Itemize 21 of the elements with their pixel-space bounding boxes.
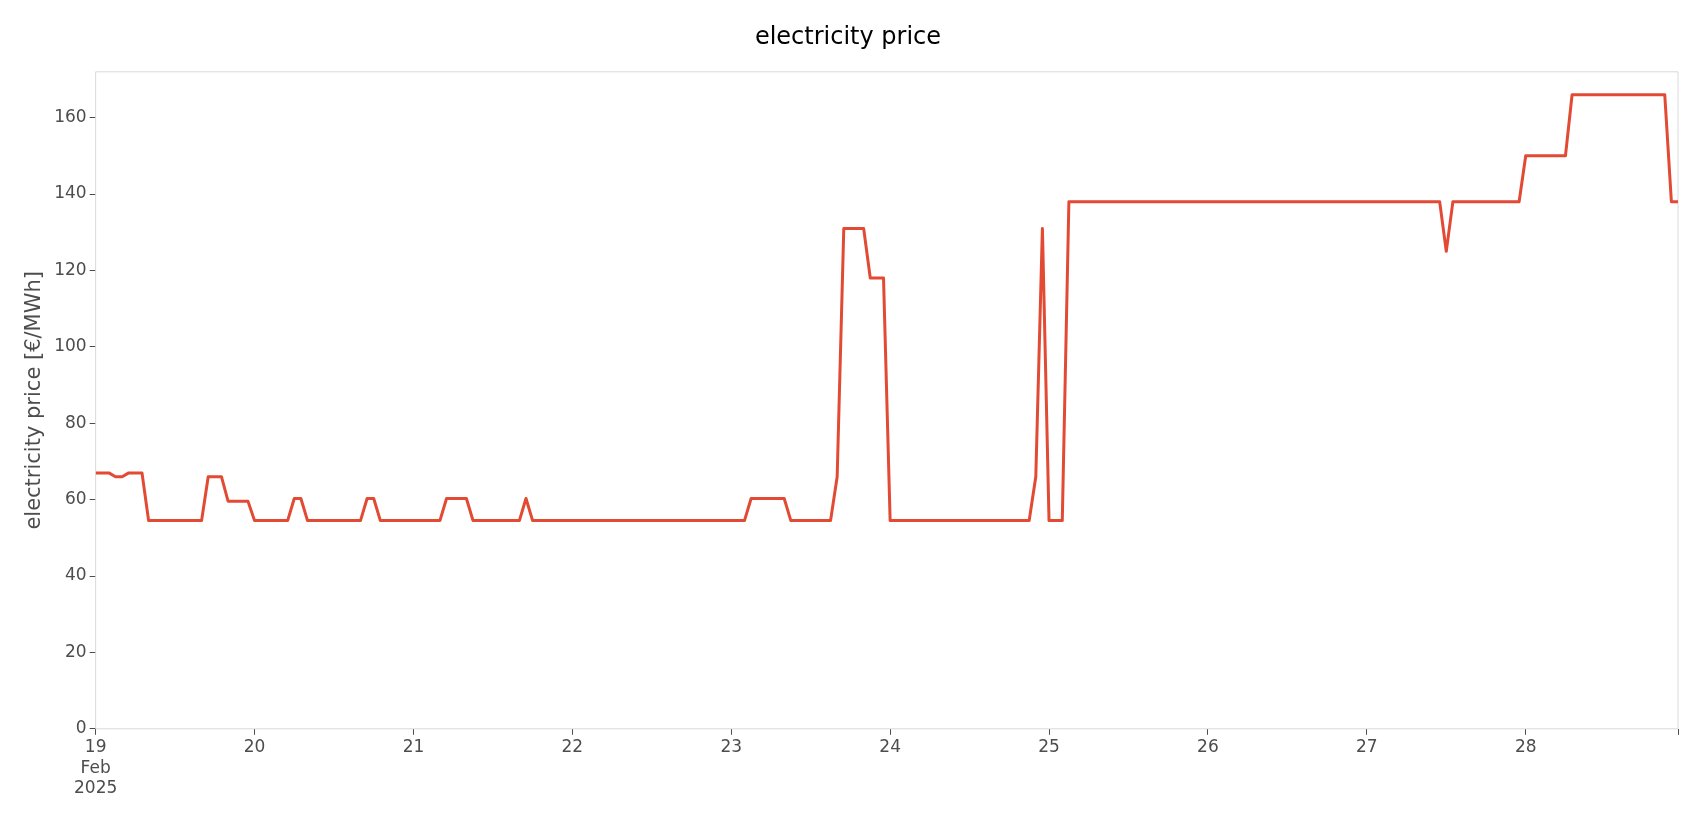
y-tick-label: 120 [54,258,87,279]
y-tick-label: 0 [75,717,87,738]
y-tick-label: 100 [54,335,87,356]
x-tick-label: 24 [879,736,901,757]
y-axis-title: electricity price [€/MWh] [21,271,46,530]
x-tick-label: 28 [1514,736,1537,757]
y-tick-label: 160 [54,106,87,127]
y-tick-label: 60 [65,488,87,509]
x-tick-label: 27 [1356,736,1378,757]
x-tick-label: 21 [402,736,425,757]
chart-title: electricity price [754,21,942,50]
x-tick-label: 26 [1197,736,1219,757]
x-tick-label: 25 [1038,736,1060,757]
x-tick-label: 20 [243,736,266,757]
y-tick-label: 80 [65,411,87,432]
y-tick-label: 40 [65,564,87,585]
y-tick-label: 20 [65,640,87,661]
x-tick-label: 19 Feb 2025 [74,736,118,798]
x-tick-label: 23 [720,736,743,757]
y-tick-label: 140 [54,182,87,203]
x-tick-label: 22 [561,736,584,757]
